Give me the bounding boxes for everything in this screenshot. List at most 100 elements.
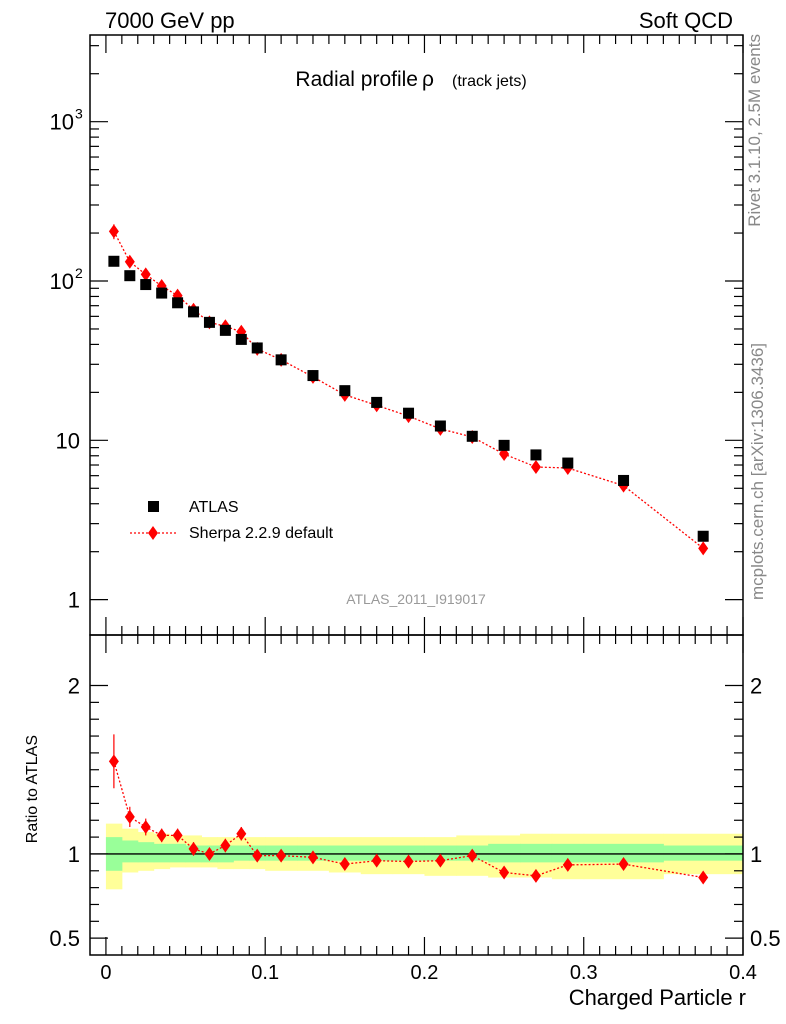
ratio-inner-band — [153, 843, 171, 863]
rivet-version-label: Rivet 3.1.10, 2.5M events — [745, 34, 764, 227]
ratio-y-tick-label: 0.5 — [49, 926, 80, 951]
ratio-y-tick-label-right: 1 — [750, 842, 762, 867]
ratio-inner-band — [137, 842, 155, 863]
main-y-tick-label: 1 — [68, 588, 80, 613]
ratio-y-ticks: 0.5 0.5 1 1 2 2 — [49, 674, 780, 952]
data-point — [697, 530, 709, 542]
x-tick-label: 0.4 — [729, 962, 757, 984]
ratio-mc-point — [467, 848, 478, 863]
x-axis-label: Charged Particle r — [569, 985, 746, 1010]
data-point — [498, 439, 510, 451]
data-point — [371, 396, 383, 408]
data-point — [339, 385, 351, 397]
ratio-mc-point — [188, 841, 199, 856]
chart-title-symbol: ρ — [422, 68, 434, 91]
data-point — [466, 430, 478, 442]
ratio-mc-point — [252, 848, 263, 863]
data-point — [307, 370, 319, 382]
main-panel-frame — [89, 34, 744, 636]
x-tick-label: 0.2 — [411, 962, 439, 984]
ratio-y-tick-label-right: 2 — [750, 674, 762, 699]
ratio-mc-point — [172, 828, 183, 843]
ratio-mc-point — [435, 853, 446, 868]
main-y-tick-label-exponent: 3 — [75, 106, 83, 122]
analysis-id-label: ATLAS_2011_I919017 — [346, 591, 486, 607]
ratio-inner-band — [488, 843, 521, 863]
legend: ATLAS Sherpa 2.2.9 default — [130, 499, 334, 542]
data-point — [275, 354, 287, 366]
ratio-mc-line — [113, 761, 704, 879]
ratio-mc-point — [307, 850, 318, 865]
data-point — [188, 306, 200, 318]
mc-point — [124, 254, 135, 269]
ratio-mc-point — [236, 826, 247, 841]
legend-atlas-marker — [148, 501, 159, 512]
ratio-inner-band — [520, 843, 553, 863]
data-point — [140, 279, 152, 291]
header-left-label: 7000 GeV pp — [105, 8, 235, 33]
mc-point — [530, 460, 541, 475]
data-point — [108, 255, 120, 267]
ratio-mc-series — [108, 734, 709, 885]
ratio-mc-point — [156, 828, 167, 843]
ratio-mc-point — [403, 854, 414, 869]
ratio-inner-band — [233, 845, 250, 861]
main-y-tick-label-exponent: 2 — [75, 265, 83, 281]
data-point — [203, 316, 215, 328]
ratio-mc-point — [698, 870, 709, 885]
ratio-panel: 0.5 0.51 12 2 0 0.1 0.2 0.3 0.4 Ratio to ATLAS … — [24, 634, 781, 1010]
ratio-mc-point — [140, 820, 151, 834]
ratio-mc-point — [220, 838, 231, 853]
ratio-mc-point — [204, 846, 215, 861]
ratio-inner-band — [551, 843, 585, 863]
main-y-tick-label: 10 — [50, 110, 74, 135]
chart-title-suffix: (track jets) — [452, 73, 527, 90]
header-right-label: Soft QCD — [639, 8, 733, 33]
data-point — [403, 407, 415, 419]
data-point — [562, 457, 574, 469]
ratio-inner-band — [663, 845, 744, 861]
mc-point — [108, 224, 119, 239]
ratio-uncertainty-bands — [105, 823, 744, 890]
ratio-panel-frame — [89, 634, 744, 956]
ratio-mc-point — [108, 754, 119, 769]
x-tick-label: 0 — [100, 962, 111, 984]
main-x-ticks — [105, 35, 744, 635]
data-point — [434, 420, 446, 432]
main-data-series — [108, 255, 709, 542]
data-point — [124, 270, 136, 282]
ratio-inner-band — [328, 845, 362, 861]
chart-title: Radial profile — [295, 68, 418, 91]
data-point — [172, 297, 184, 309]
ratio-inner-band — [169, 843, 187, 863]
ratio-mc-point — [562, 857, 573, 872]
ratio-mc-point — [276, 848, 287, 863]
ratio-x-ticks: 0 0.1 0.2 0.3 0.4 — [100, 635, 757, 984]
ratio-mc-point — [618, 857, 629, 872]
mc-point — [140, 267, 151, 282]
x-tick-label: 0.3 — [570, 962, 598, 984]
ratio-inner-band — [583, 843, 664, 863]
ratio-mc-point — [371, 853, 382, 868]
legend-sherpa-marker — [148, 526, 158, 540]
legend-sherpa-label: Sherpa 2.2.9 default — [189, 525, 334, 542]
data-point — [618, 474, 630, 486]
main-y-ticks — [90, 45, 743, 601]
x-tick-label: 0.1 — [251, 962, 279, 984]
ratio-mc-point — [530, 868, 541, 883]
mcplots-label: mcplots.cern.ch [arXiv:1306.3436] — [748, 343, 767, 600]
ratio-y-tick-label-right: 0.5 — [750, 926, 781, 951]
main-y-tick-label: 10 — [50, 269, 74, 294]
ratio-mc-point — [339, 857, 350, 872]
ratio-y-tick-label: 1 — [68, 842, 80, 867]
ratio-mc-point — [499, 865, 510, 880]
ratio-mc-point — [124, 809, 135, 824]
ratio-inner-band — [360, 845, 394, 861]
ratio-inner-band — [121, 840, 139, 863]
ratio-inner-band — [392, 845, 425, 861]
ratio-y-tick-label: 2 — [68, 674, 80, 699]
ratio-y-axis-label: Ratio to ATLAS — [24, 735, 41, 843]
